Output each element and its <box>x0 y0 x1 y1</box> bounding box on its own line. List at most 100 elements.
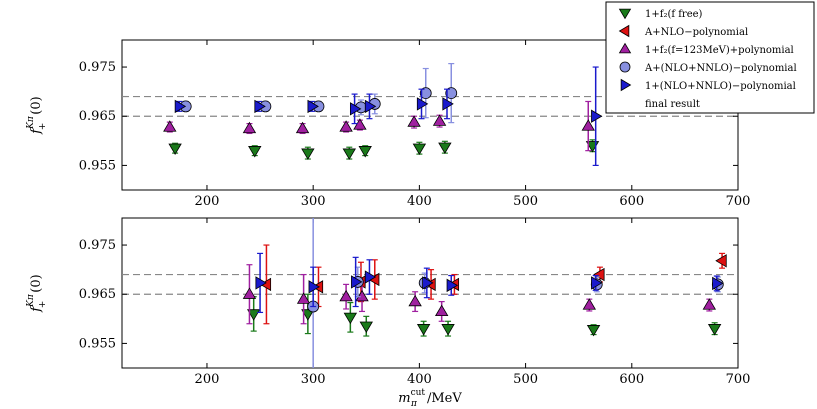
data-point-A_nlo <box>259 244 272 325</box>
marker <box>438 142 452 155</box>
marker <box>349 102 362 116</box>
legend-label-final-result: final result <box>645 99 700 110</box>
marker <box>408 294 422 307</box>
marker <box>163 120 177 132</box>
data-point-A_nlo_nnlo <box>445 63 458 124</box>
x-tick-label: 200 <box>195 194 220 209</box>
legend-label-f2-free: 1+f₂(f free) <box>645 9 703 20</box>
ylabel-superscript: Kπ <box>26 293 36 308</box>
legend-marker-one_nlo_nnlo <box>620 78 632 92</box>
data-point-f2_free <box>168 142 182 155</box>
x-tick-label: 400 <box>407 372 432 387</box>
panel-top-data-points <box>163 63 603 167</box>
data-point-f2_123 <box>702 298 717 312</box>
marker <box>168 143 182 155</box>
panel-bottom-reference-lines <box>122 273 738 295</box>
marker <box>432 114 447 126</box>
x-tick-label: 300 <box>301 194 326 209</box>
x-tick-label: 700 <box>726 194 751 209</box>
marker <box>445 87 458 100</box>
marker <box>339 289 353 302</box>
data-point-one_nlo_nnlo <box>254 99 266 114</box>
x-tick-label: 300 <box>301 372 326 387</box>
data-point-one_nlo_nnlo <box>422 267 434 299</box>
marker <box>355 289 369 302</box>
x-tick-label: 600 <box>619 194 644 209</box>
panel-top-frame <box>121 39 739 191</box>
y-tick-label: 0.955 <box>79 158 116 173</box>
data-point-f2_123 <box>295 121 310 135</box>
ylabel-argument: (0) <box>29 96 44 114</box>
legend-markers <box>618 8 632 92</box>
x-tick-label: 200 <box>195 372 220 387</box>
xlabel-m-symbol: m <box>398 391 410 406</box>
marker <box>581 119 595 131</box>
panel-top-xticks: 200 300 400 500 600 700 <box>195 194 751 209</box>
data-point-f2_123 <box>339 283 353 310</box>
data-point-one_nlo_nnlo <box>364 259 377 295</box>
panel-bottom-tick-marks <box>122 218 739 368</box>
panel-bottom-yticks: 0.955 0.965 0.975 <box>79 238 116 351</box>
panel-bottom-data-points <box>242 218 727 368</box>
data-point-one_nlo_nnlo <box>351 256 363 308</box>
marker <box>407 115 421 127</box>
marker <box>359 321 373 333</box>
data-point-f2_free <box>707 322 722 336</box>
ylabel-f-symbol: f <box>29 127 44 135</box>
data-point-f2_123 <box>242 264 257 325</box>
marker <box>351 275 363 289</box>
legend-marker-A_nlo_nnlo <box>619 61 631 73</box>
x-tick-label: 400 <box>407 194 432 209</box>
data-point-f2_123 <box>408 291 422 313</box>
data-point-one_nlo_nnlo <box>349 93 362 125</box>
panel-bottom-frame <box>121 217 739 369</box>
data-point-f2_free <box>301 293 315 335</box>
data-point-f2_free <box>301 146 315 160</box>
y-tick-label: 0.965 <box>79 109 116 124</box>
data-point-f2_free <box>359 315 373 337</box>
data-point-one_nlo_nnlo <box>307 99 319 114</box>
data-point-f2_123 <box>432 114 447 128</box>
panel-bottom: 0.955 0.965 0.975 200 300 400 500 600 70… <box>26 217 750 409</box>
marker <box>301 148 315 160</box>
data-point-one_nlo_nnlo <box>255 252 267 314</box>
ylabel-subscript: + <box>38 301 48 309</box>
marker <box>342 148 356 160</box>
data-point-one_nlo_nnlo <box>308 266 320 308</box>
marker <box>343 312 358 325</box>
x-tick-label: 500 <box>513 372 538 387</box>
legend-label-a-nlo-nnlo: A+(NLO+NNLO)−polynomial <box>644 63 797 74</box>
legend-label-one-nlo-nnlo: 1+(NLO+NNLO)−polynomial <box>645 81 796 92</box>
data-point-one_nlo_nnlo <box>364 93 377 120</box>
data-point-f2_free <box>416 320 431 337</box>
ylabel-subscript: + <box>38 123 48 131</box>
data-point-f2_123 <box>434 301 449 322</box>
data-point-one_nlo_nnlo <box>446 274 459 296</box>
x-tick-label: 500 <box>513 194 538 209</box>
data-point-f2_123 <box>581 100 595 152</box>
data-point-f2_free <box>343 301 358 333</box>
marker <box>591 276 603 290</box>
ylabel-f-symbol: f <box>29 305 44 313</box>
legend-marker-f2_free <box>618 8 632 20</box>
marker <box>307 99 319 114</box>
data-point-one_nlo_nnlo <box>591 274 603 291</box>
data-point-one_nlo_nnlo <box>591 66 603 167</box>
y-tick-label: 0.975 <box>79 60 116 75</box>
marker <box>246 309 261 321</box>
marker <box>364 99 377 114</box>
marker <box>591 109 603 123</box>
xlabel-subscript: π <box>410 399 418 409</box>
marker <box>255 276 267 290</box>
marker <box>712 276 724 291</box>
marker <box>707 324 722 336</box>
marker <box>364 270 377 284</box>
data-point-f2_123 <box>582 298 597 312</box>
marker <box>254 99 266 114</box>
panel-top-ylabel: fKπ + (0) <box>26 96 48 134</box>
marker <box>301 309 315 321</box>
marker <box>242 287 257 299</box>
marker <box>446 278 459 293</box>
panel-bottom-ylabel: fKπ + (0) <box>26 274 48 312</box>
